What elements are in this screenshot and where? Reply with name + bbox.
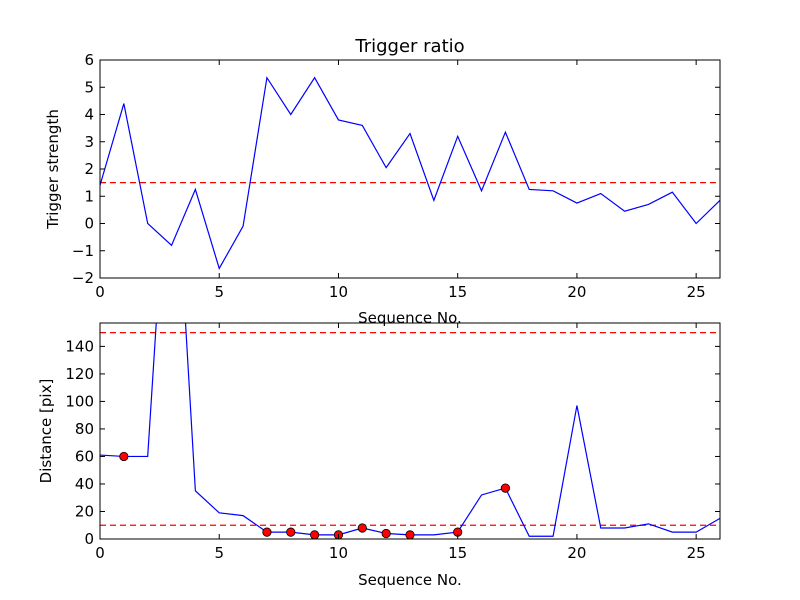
bottom-data-marker (357, 523, 367, 533)
bottom-y-tick-label: 100 (65, 392, 94, 410)
top-y-tick-label: 4 (84, 106, 94, 124)
bottom-subplot: 0 5 10 15 20 25 0 20 40 60 80 100 120 140 Sequence No… (37, 322, 721, 589)
chart-title: Trigger ratio (354, 36, 464, 57)
bottom-x-tick-label: 15 (448, 544, 467, 562)
top-series-line (100, 76, 720, 270)
bottom-plot-clip (100, 323, 720, 539)
top-x-tick-label: 20 (567, 283, 586, 301)
bottom-data-marker (500, 483, 510, 493)
bottom-y-tick-label: 120 (65, 365, 94, 383)
bottom-axes-frame (99, 322, 721, 540)
top-y-tick-label: −1 (72, 242, 94, 260)
top-axis-ticks: 0 5 10 15 20 25 −2 −1 0 1 2 3 4 5 6 (72, 51, 720, 301)
bottom-x-axis-label: Sequence No. (358, 571, 462, 589)
bottom-x-tick-label: 5 (214, 544, 224, 562)
bottom-data-marker (310, 530, 320, 539)
bottom-y-tick-label: 0 (84, 530, 94, 548)
top-y-axis-label: Trigger strength (44, 109, 62, 230)
top-x-tick-label: 15 (448, 283, 467, 301)
bottom-y-axis-label: Distance [pix] (37, 379, 55, 484)
bottom-y-tick-label: 20 (75, 502, 94, 520)
bottom-data-marker (381, 528, 391, 539)
top-x-tick-label: 10 (329, 283, 348, 301)
top-y-tick-label: −2 (72, 269, 94, 287)
bottom-data-marker (286, 527, 296, 537)
top-plot-clip (100, 76, 720, 270)
bottom-y-tick-label: 40 (75, 475, 94, 493)
top-y-tick-label: 2 (84, 160, 94, 178)
bottom-x-tick-label: 20 (567, 544, 586, 562)
top-x-axis-label: Sequence No. (358, 309, 462, 327)
bottom-data-marker (262, 527, 272, 537)
bottom-y-tick-label: 140 (65, 337, 94, 355)
top-y-tick-label: 6 (84, 51, 94, 69)
bottom-data-marker (119, 451, 129, 462)
bottom-data-marker (405, 530, 415, 539)
top-y-tick-label: 3 (84, 133, 94, 151)
bottom-x-tick-label: 25 (687, 544, 706, 562)
top-x-tick-label: 0 (95, 283, 105, 301)
bottom-plot-area (99, 322, 721, 540)
top-y-tick-label: 0 (84, 215, 94, 233)
bottom-x-tick-label: 10 (329, 544, 348, 562)
top-x-tick-label: 25 (687, 283, 706, 301)
bottom-y-tick-label: 80 (75, 420, 94, 438)
top-subplot: Trigger ratio 0 5 10 15 20 25 −2 −1 0 1 2 3 4 5 6 Sequ… (44, 36, 721, 327)
bottom-axis-ticks: 0 5 10 15 20 25 0 20 40 60 80 100 120 140 (65, 323, 720, 562)
bottom-y-tick-label: 60 (75, 447, 94, 465)
top-y-tick-label: 1 (84, 187, 94, 205)
top-x-tick-label: 5 (214, 283, 224, 301)
top-y-tick-label: 5 (84, 78, 94, 96)
bottom-x-tick-label: 0 (95, 544, 105, 562)
